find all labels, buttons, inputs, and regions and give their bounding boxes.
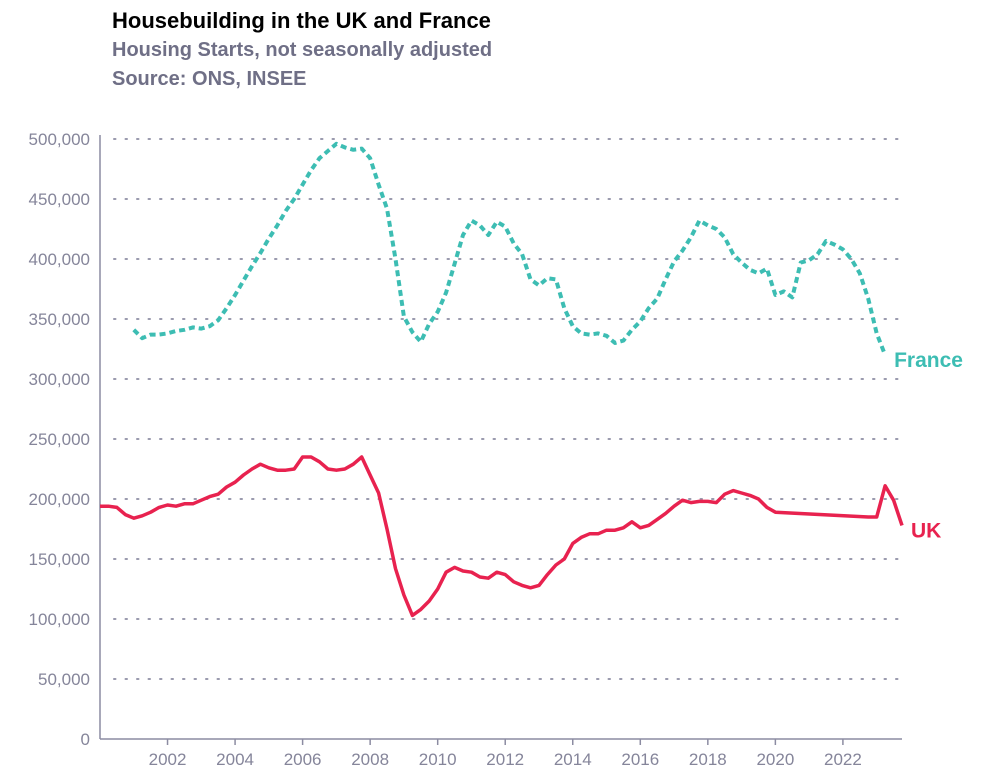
y-tick-label: 350,000 [29,310,90,329]
y-tick-label: 450,000 [29,190,90,209]
y-tick-label: 100,000 [29,610,90,629]
series-label-uk: UK [911,519,941,542]
chart-source: Source: ONS, INSEE [112,68,307,90]
x-tick-label: 2002 [149,750,187,769]
series-lines [100,141,904,618]
y-tick-label: 300,000 [29,370,90,389]
chart-subtitle: Housing Starts, not seasonally adjusted [112,39,493,61]
x-tick-label: 2004 [216,750,254,769]
series-labels: France UK [894,349,963,542]
series-label-france: France [894,349,963,372]
x-tick-label: 2010 [419,750,457,769]
y-tick-label: 0 [81,730,90,749]
x-tick-label: 2016 [621,750,659,769]
y-axis: 0 50,000 100,000 150,000 200,000 250,000 300,0… [29,130,101,749]
chart-title: Housebuilding in the UK and France [112,8,491,33]
x-tick-label: 2014 [554,750,592,769]
x-tick-label: 2008 [351,750,389,769]
series-line-france [132,141,887,356]
series-line-uk [100,455,904,618]
x-tick-label: 2020 [756,750,794,769]
y-tick-label: 150,000 [29,550,90,569]
x-axis: 2002 2004 2006 2008 2010 2012 2014 2016 2018 2020… [100,738,902,769]
y-tick-label: 400,000 [29,250,90,269]
x-tick-label: 2018 [689,750,727,769]
y-tick-label: 250,000 [29,430,90,449]
x-tick-label: 2006 [284,750,322,769]
x-tick-label: 2022 [824,750,862,769]
grid-lines [113,138,903,680]
x-tick-label: 2012 [486,750,524,769]
y-tick-label: 50,000 [38,670,90,689]
y-tick-label: 200,000 [29,490,90,509]
y-tick-label: 500,000 [29,130,90,149]
